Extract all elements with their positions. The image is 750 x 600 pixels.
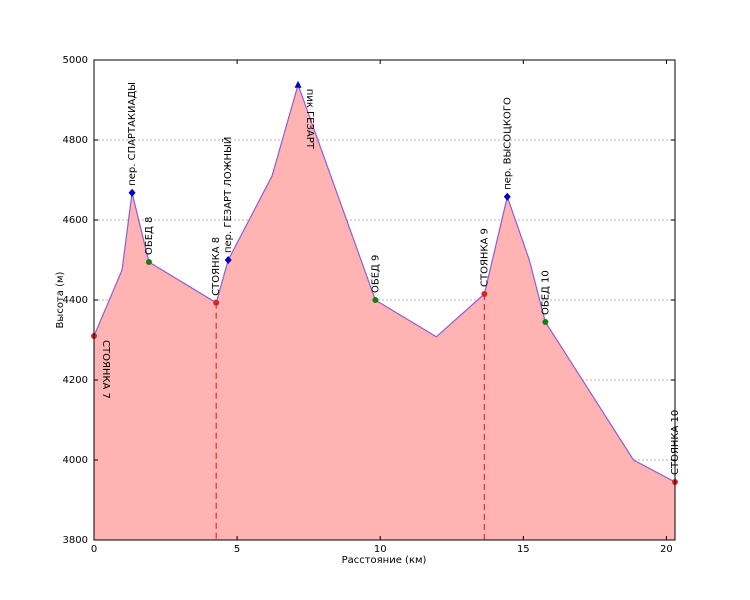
annotation-label: пер. ВЫСОЦКОГО <box>502 97 513 190</box>
annotation-label: пер. СПАРТАКИАДЫ <box>127 82 138 186</box>
annotation-label: ОБЕД 9 <box>370 255 381 293</box>
y-tick-label: 4600 <box>63 215 88 226</box>
y-tick-label: 4000 <box>63 455 88 466</box>
annotation-label: пер. ГЕЗАРТ ЛОЖНЫЙ <box>221 137 234 253</box>
annotation-label: СТОЯНКА 8 <box>211 237 222 296</box>
marker <box>503 192 511 201</box>
marker <box>224 256 232 264</box>
area-line <box>93 82 676 483</box>
marker <box>213 299 220 306</box>
annotation-label: пик ГЕЗАРТ <box>304 89 315 150</box>
area-fill <box>94 84 675 541</box>
x-tick-label: 5 <box>234 544 240 555</box>
y-tick-label: 3800 <box>63 535 88 546</box>
x-tick-label: 10 <box>374 544 387 555</box>
marker <box>481 291 488 297</box>
x-tick-label: 20 <box>660 544 673 555</box>
marker <box>542 319 549 325</box>
marker <box>145 259 152 265</box>
y-axis-label: Высота (м) <box>55 271 66 328</box>
x-tick-label: 0 <box>91 544 97 555</box>
marker <box>372 297 379 303</box>
annotation-label: ОБЕД 10 <box>540 270 551 315</box>
marker <box>294 80 302 88</box>
x-tick-label: 15 <box>517 544 530 555</box>
plot-frame <box>93 59 676 541</box>
marker <box>128 188 136 197</box>
y-tick-label: 4800 <box>63 135 88 146</box>
y-tick-label: 5000 <box>63 55 88 66</box>
y-tick-label: 4200 <box>63 375 88 386</box>
y-tick-label: 4400 <box>63 295 88 306</box>
annotation-label: ОБЕД 8 <box>144 217 155 255</box>
x-axis-label: Расстояние (км) <box>342 555 427 566</box>
annotation-label: СТОЯНКА 9 <box>479 228 490 287</box>
annotation-label: СТОЯНКА 7 <box>100 340 111 399</box>
